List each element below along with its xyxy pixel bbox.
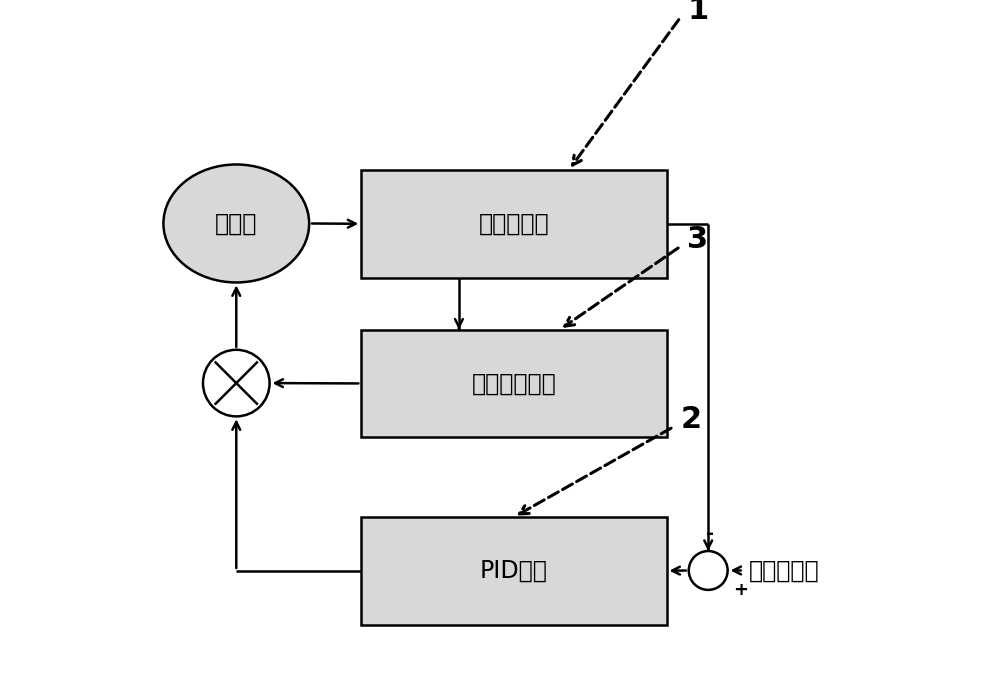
Bar bbox=[361, 330, 667, 437]
Text: +: + bbox=[733, 581, 748, 599]
Text: 放电率检测: 放电率检测 bbox=[479, 212, 549, 236]
Text: 神经元: 神经元 bbox=[215, 212, 257, 235]
Bar bbox=[361, 170, 667, 278]
Text: 2: 2 bbox=[680, 405, 701, 434]
Text: 1: 1 bbox=[687, 0, 708, 25]
Circle shape bbox=[203, 350, 270, 416]
Bar bbox=[361, 517, 667, 625]
Text: 生成刺激脉冲: 生成刺激脉冲 bbox=[472, 371, 556, 396]
Text: 3: 3 bbox=[687, 225, 708, 254]
Ellipse shape bbox=[163, 164, 309, 282]
Text: 期望放电率: 期望放电率 bbox=[748, 559, 819, 582]
Text: -: - bbox=[706, 524, 714, 543]
Circle shape bbox=[689, 551, 728, 590]
Text: PID控制: PID控制 bbox=[480, 559, 548, 583]
